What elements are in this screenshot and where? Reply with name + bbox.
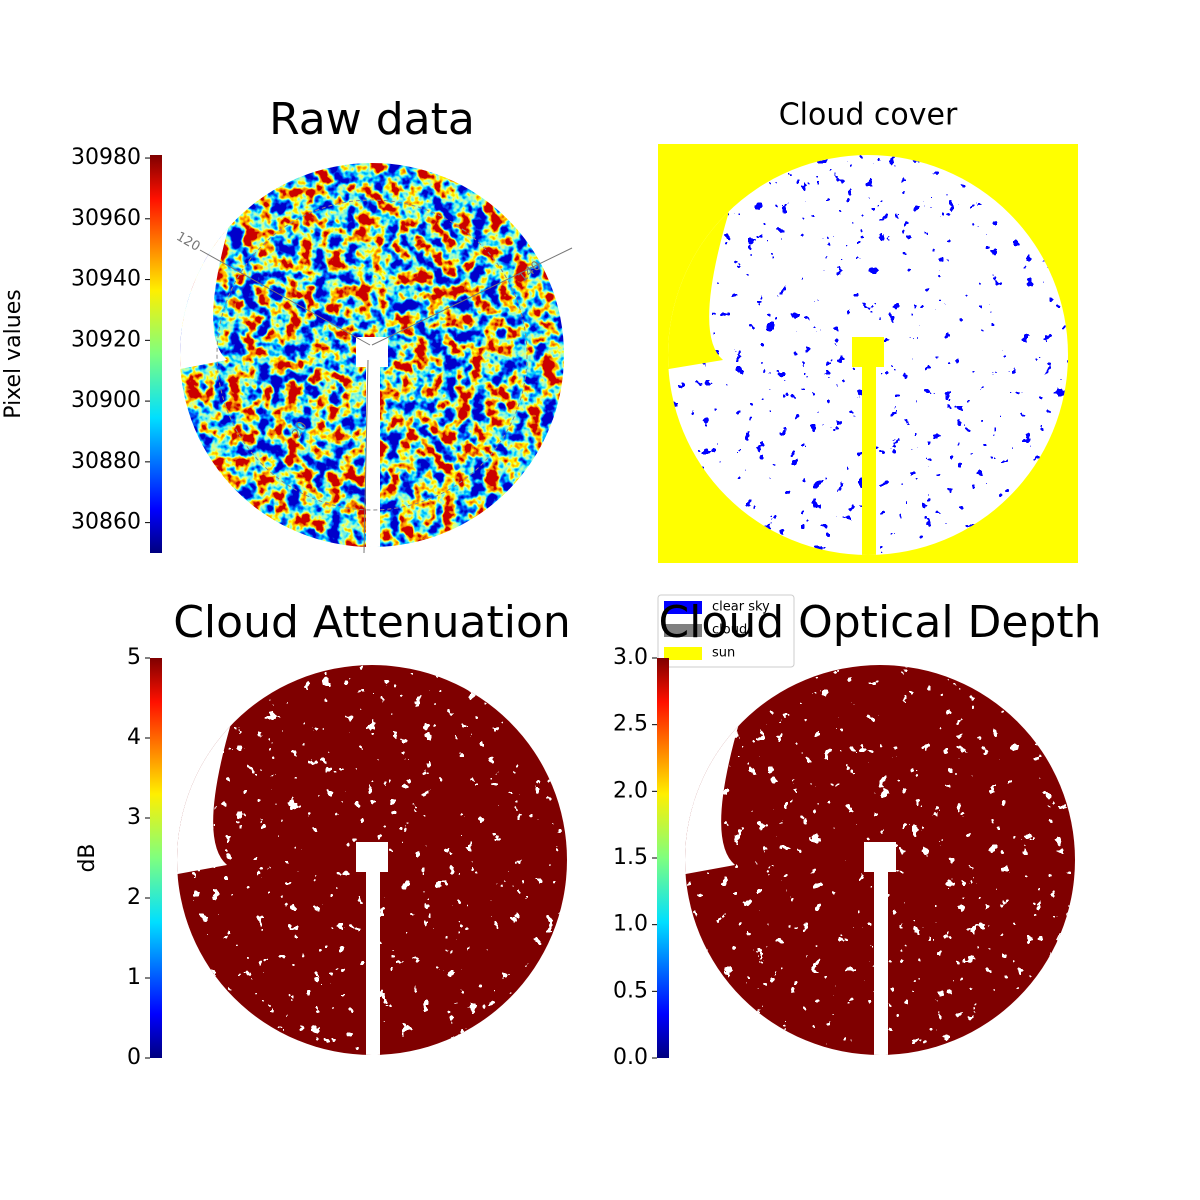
- arm-mask: [366, 865, 380, 1055]
- colorbar-tick-label: 5: [127, 645, 141, 670]
- sky-image: [685, 665, 1075, 1055]
- overlay-label: 20: [289, 419, 310, 441]
- overlay-line: [199, 249, 371, 346]
- colorbar-tick-label: 0.0: [613, 1045, 648, 1070]
- colorbar-label: Pixel values: [1, 289, 26, 418]
- panel-title: Cloud cover: [779, 98, 958, 133]
- sky-image: [668, 155, 1068, 555]
- overlay-line: [363, 359, 369, 554]
- colorbar-tick-label: 30900: [71, 388, 141, 413]
- colorbar-tick-label: 1.5: [613, 845, 648, 870]
- arm-mask: [356, 337, 388, 367]
- colorbar-tick-label: 30940: [71, 267, 141, 292]
- colorbar-tick-label: 30980: [71, 145, 141, 170]
- arm-mask: [366, 360, 380, 547]
- panel: 1201402030860308803090030920309403096030…: [1, 145, 573, 554]
- colorbar-tick-label: 2.5: [613, 712, 648, 737]
- colorbar-label: dB: [75, 843, 100, 872]
- colorbar-tick-label: 0: [127, 1045, 141, 1070]
- colorbar-tick-label: 30920: [71, 327, 141, 352]
- panel: [658, 144, 1078, 563]
- colorbar-tick-label: 4: [127, 725, 141, 750]
- legend-label: clear sky: [712, 600, 770, 615]
- colorbar: [150, 658, 162, 1058]
- sky-image: [177, 665, 567, 1055]
- legend-swatch: [664, 624, 702, 637]
- colorbar: [657, 658, 669, 1058]
- legend-swatch: [664, 601, 702, 614]
- colorbar-tick-label: 30960: [71, 206, 141, 231]
- legend-label: sun: [712, 646, 735, 661]
- overlay-ring: [216, 199, 528, 511]
- colorbar: [150, 155, 162, 553]
- panel-title: Raw data: [269, 94, 475, 145]
- colorbar-tick-label: 1.0: [613, 912, 648, 937]
- panel-title: Cloud Optical Depth: [658, 597, 1101, 648]
- panel: 0 1 2 3 4 5 dB: [75, 645, 567, 1070]
- arm-mask: [874, 865, 888, 1055]
- overlay-label: 120: [173, 229, 202, 254]
- arm-mask: [356, 842, 388, 872]
- colorbar-tick-label: 0.5: [613, 978, 648, 1003]
- legend-swatch: [664, 647, 702, 660]
- colorbar-tick-label: 3.0: [613, 645, 648, 670]
- legend-label: cloud: [712, 623, 747, 638]
- arm-mask: [852, 337, 884, 367]
- arm-mask: [864, 842, 896, 872]
- overlay-line: [371, 247, 573, 346]
- colorbar-tick-label: 1: [127, 965, 141, 990]
- colorbar-tick-label: 30880: [71, 449, 141, 474]
- colorbar-tick-label: 2: [127, 885, 141, 910]
- panel-title: Cloud Attenuation: [173, 597, 571, 648]
- panel: 0.0 0.5 1.0 1.5 2.0 2.5 3.0: [613, 645, 1075, 1070]
- colorbar-tick-label: 2.0: [613, 778, 648, 803]
- colorbar-tick-label: 30860: [71, 510, 141, 535]
- colorbar-tick-label: 3: [127, 805, 141, 830]
- arm-mask: [862, 360, 876, 555]
- sky-image: [180, 163, 564, 547]
- legend: clear sky cloud sun: [657, 594, 795, 668]
